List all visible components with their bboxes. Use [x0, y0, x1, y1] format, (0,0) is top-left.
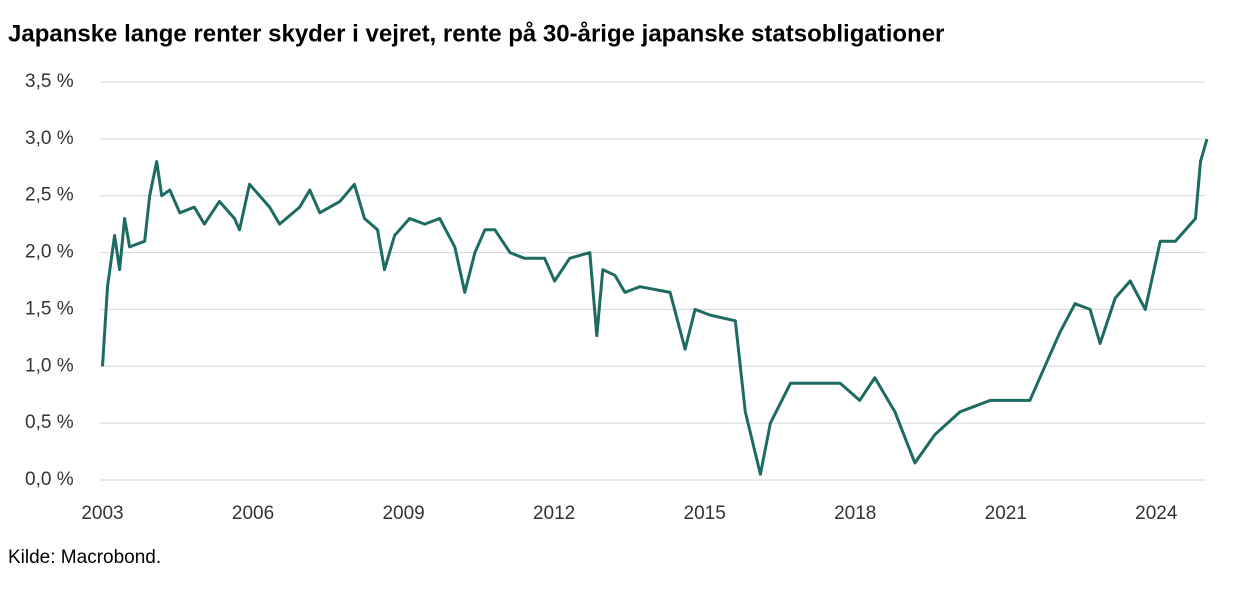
- x-tick-label: 2012: [533, 503, 575, 524]
- x-tick-label: 2024: [1135, 503, 1178, 524]
- y-tick-label: 3,0 %: [25, 128, 74, 149]
- y-tick-label: 2,5 %: [25, 185, 74, 206]
- y-tick-label: 2,0 %: [25, 242, 74, 263]
- y-tick-label: 1,0 %: [25, 355, 74, 376]
- x-tick-label: 2006: [232, 503, 274, 524]
- x-tick-label: 2003: [81, 503, 123, 524]
- line: [101, 138, 1209, 476]
- x-tick-label: 2021: [985, 503, 1027, 524]
- y-tick-label: 3,5 %: [25, 71, 74, 92]
- x-tick-label: 2018: [834, 503, 876, 524]
- y-tick-label: 0,5 %: [25, 412, 74, 433]
- chart-title: Japanske lange renter skyder i vejret, r…: [8, 20, 944, 47]
- source: Kilde: Macrobond.: [8, 547, 161, 568]
- y-tick-label: 1,5 %: [25, 298, 74, 319]
- y-tick-label: 0,0 %: [25, 469, 74, 490]
- x-tick-label: 2009: [382, 503, 424, 524]
- x-tick-label: 2015: [684, 503, 726, 524]
